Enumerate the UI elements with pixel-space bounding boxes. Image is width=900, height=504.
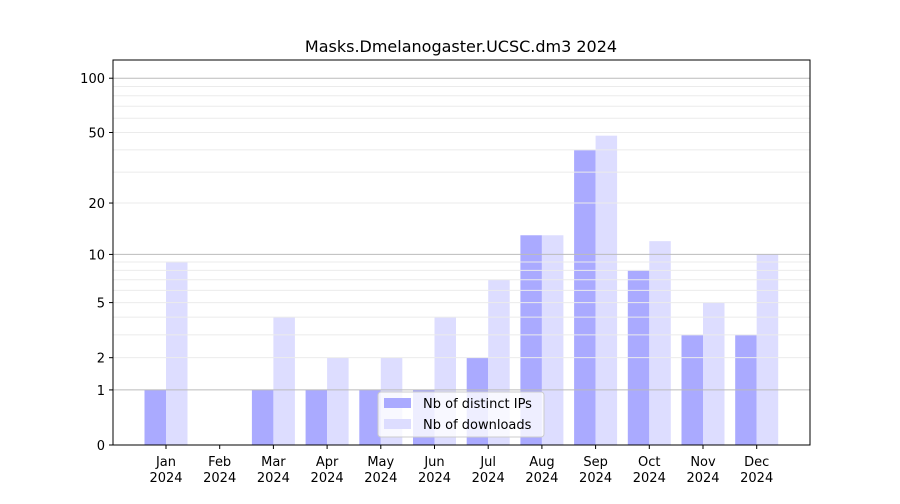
bar-ips-mar — [251, 389, 274, 445]
x-axis: Jan2024Feb2024Mar2024Apr2024May2024Jun20… — [149, 445, 773, 486]
x-tick-label-month: Apr — [316, 455, 339, 470]
bar-downloads-jan — [166, 262, 188, 445]
y-tick-label: 20 — [88, 197, 105, 212]
bar-downloads-mar — [273, 317, 295, 445]
x-tick-label-month: Oct — [638, 455, 660, 470]
bar-downloads-nov — [703, 302, 725, 445]
y-tick-label: 5 — [97, 297, 105, 312]
plot-frame — [112, 59, 811, 446]
legend-swatch-downloads — [384, 419, 411, 429]
x-tick-label-year: 2024 — [257, 471, 290, 486]
y-tick-label: 1 — [97, 384, 105, 399]
x-tick-label-year: 2024 — [740, 471, 773, 486]
bar-ips-apr — [305, 389, 328, 445]
x-tick-label-year: 2024 — [633, 471, 666, 486]
bar-downloads-aug — [541, 235, 564, 445]
y-axis: 0 1 2 5 10 20 50 100 — [80, 72, 113, 454]
x-tick-label-month: Jul — [479, 455, 496, 470]
x-tick-label-month: Jun — [423, 455, 444, 470]
x-tick-label-year: 2024 — [579, 471, 612, 486]
x-tick-label-year: 2024 — [418, 471, 451, 486]
y-tick-label: 50 — [88, 127, 105, 142]
bar-downloads-oct — [649, 241, 671, 445]
x-tick-label-year: 2024 — [472, 471, 505, 486]
x-tick-label-month: May — [367, 455, 394, 470]
y-tick-label: 10 — [88, 248, 105, 263]
x-tick-label-year: 2024 — [203, 471, 236, 486]
bar-ips-jan — [144, 389, 166, 445]
chart-title: Masks.Dmelanogaster.UCSC.dm3 2024 — [305, 37, 617, 56]
x-tick-label-year: 2024 — [311, 471, 344, 486]
legend-box — [377, 391, 545, 438]
grid-lines-major — [113, 77, 810, 391]
bar-downloads-apr — [327, 357, 349, 445]
x-tick-label-month: Jan — [155, 455, 176, 470]
x-tick-label-month: Nov — [690, 455, 716, 470]
x-tick-label-year: 2024 — [364, 471, 397, 486]
x-tick-label-month: Mar — [261, 455, 286, 470]
x-tick-label-month: Dec — [744, 455, 769, 470]
bar-ips-sep — [574, 149, 596, 446]
legend-label-ips: Nb of distinct IPs — [423, 397, 532, 412]
x-tick-label-year: 2024 — [149, 471, 182, 486]
legend: Nb of distinct IPs Nb of downloads — [377, 391, 545, 438]
y-tick-label: 100 — [80, 72, 105, 87]
x-tick-label-month: Aug — [529, 455, 554, 470]
y-tick-label: 0 — [97, 439, 105, 454]
legend-label-downloads: Nb of downloads — [423, 418, 532, 433]
x-tick-label-year: 2024 — [525, 471, 558, 486]
x-tick-label-month: Sep — [583, 455, 608, 470]
bar-downloads-dec — [756, 254, 779, 445]
bar-ips-may — [359, 389, 381, 445]
x-tick-label-month: Feb — [208, 455, 231, 470]
x-tick-label-year: 2024 — [686, 471, 719, 486]
legend-swatch-ips — [384, 398, 411, 408]
y-tick-label: 2 — [97, 352, 105, 367]
